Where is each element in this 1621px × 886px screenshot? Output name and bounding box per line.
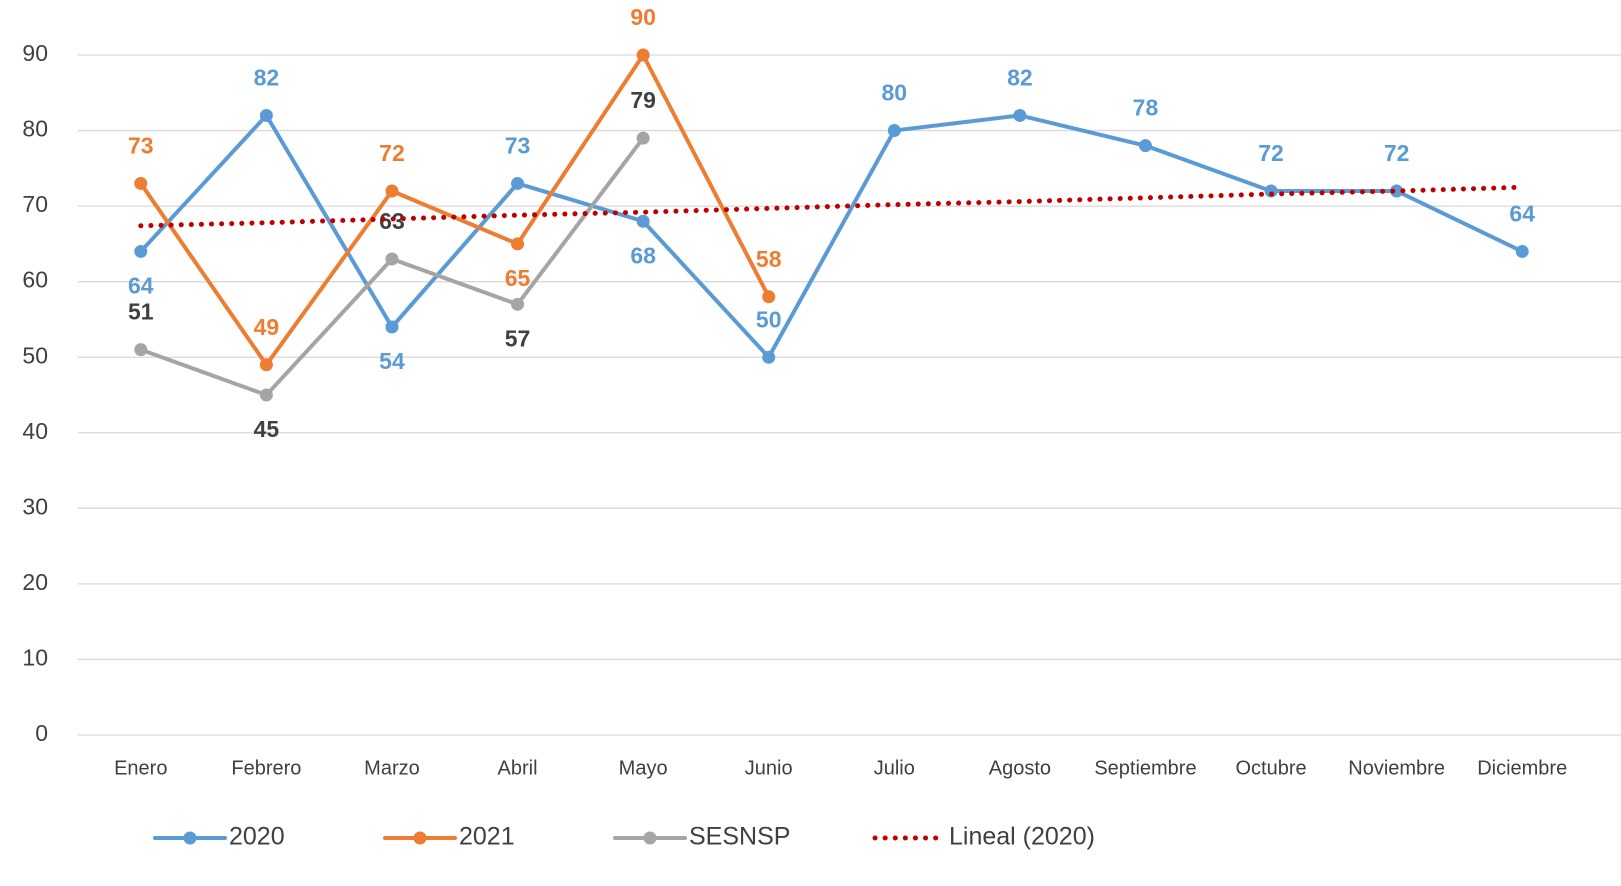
- data-label: 72: [379, 140, 405, 166]
- legend-marker: [643, 831, 657, 845]
- x-tick-label: Agosto: [989, 757, 1051, 779]
- point: [887, 124, 901, 138]
- data-label: 45: [254, 416, 280, 442]
- data-label: 58: [756, 246, 782, 272]
- legend-label: 2021: [459, 823, 515, 851]
- point: [1515, 244, 1529, 258]
- x-tick-label: Febrero: [231, 757, 301, 779]
- legend-label: Lineal (2020): [949, 823, 1095, 851]
- point: [511, 297, 525, 311]
- point: [636, 131, 650, 145]
- x-tick-label: Abril: [498, 757, 538, 779]
- point: [134, 343, 148, 357]
- point: [134, 176, 148, 190]
- x-tick-label: Julio: [874, 757, 915, 779]
- trend-line: [138, 184, 1525, 229]
- x-tick-label: Octubre: [1235, 757, 1306, 779]
- point: [385, 184, 399, 198]
- data-label: 80: [881, 80, 907, 106]
- legend-label: 2020: [229, 823, 285, 851]
- x-tick-label: Mayo: [619, 757, 668, 779]
- point: [636, 214, 650, 228]
- point: [259, 108, 273, 122]
- data-label: 68: [630, 242, 656, 268]
- point: [385, 320, 399, 334]
- data-label: 65: [505, 265, 531, 291]
- point: [1013, 108, 1027, 122]
- point: [762, 350, 776, 364]
- data-label: 90: [630, 4, 656, 30]
- x-tick-label: Enero: [114, 757, 167, 779]
- data-label: 72: [1384, 140, 1410, 166]
- y-tick-label: 90: [22, 40, 48, 66]
- point: [259, 388, 273, 402]
- point: [1138, 139, 1152, 153]
- y-tick-label: 30: [22, 493, 48, 519]
- point: [385, 252, 399, 266]
- legend-label: SESNSP: [689, 823, 790, 851]
- point: [511, 237, 525, 251]
- y-tick-label: 80: [22, 116, 48, 142]
- legend-marker: [413, 831, 427, 845]
- y-tick-label: 20: [22, 569, 48, 595]
- x-tick-label: Junio: [745, 757, 793, 779]
- data-label: 49: [254, 314, 280, 340]
- y-tick-label: 0: [35, 720, 48, 746]
- point: [762, 290, 776, 304]
- data-label: 73: [128, 133, 154, 159]
- x-tick-label: Marzo: [364, 757, 420, 779]
- data-label: 82: [254, 65, 280, 91]
- y-tick-label: 10: [22, 645, 48, 671]
- data-label: 54: [379, 348, 405, 374]
- data-label: 50: [756, 306, 782, 332]
- data-label: 73: [505, 133, 531, 159]
- data-label: 79: [630, 87, 656, 113]
- point: [1264, 184, 1278, 198]
- point: [511, 176, 525, 190]
- data-label: 72: [1258, 140, 1284, 166]
- y-tick-label: 40: [22, 418, 48, 444]
- point: [134, 244, 148, 258]
- point: [259, 358, 273, 372]
- legend-marker: [183, 831, 197, 845]
- y-tick-label: 60: [22, 267, 48, 293]
- data-label: 51: [128, 299, 154, 325]
- series-line: [138, 113, 1525, 360]
- data-label: 57: [505, 325, 531, 351]
- point: [636, 48, 650, 62]
- data-label: 78: [1133, 95, 1159, 121]
- point: [1390, 184, 1404, 198]
- data-label: 64: [1509, 201, 1535, 227]
- x-tick-label: Noviembre: [1348, 757, 1445, 779]
- y-tick-label: 50: [22, 342, 48, 368]
- x-tick-label: Diciembre: [1477, 757, 1567, 779]
- x-tick-label: Septiembre: [1094, 757, 1196, 779]
- data-label: 82: [1007, 65, 1033, 91]
- data-label: 64: [128, 273, 154, 299]
- y-tick-label: 70: [22, 191, 48, 217]
